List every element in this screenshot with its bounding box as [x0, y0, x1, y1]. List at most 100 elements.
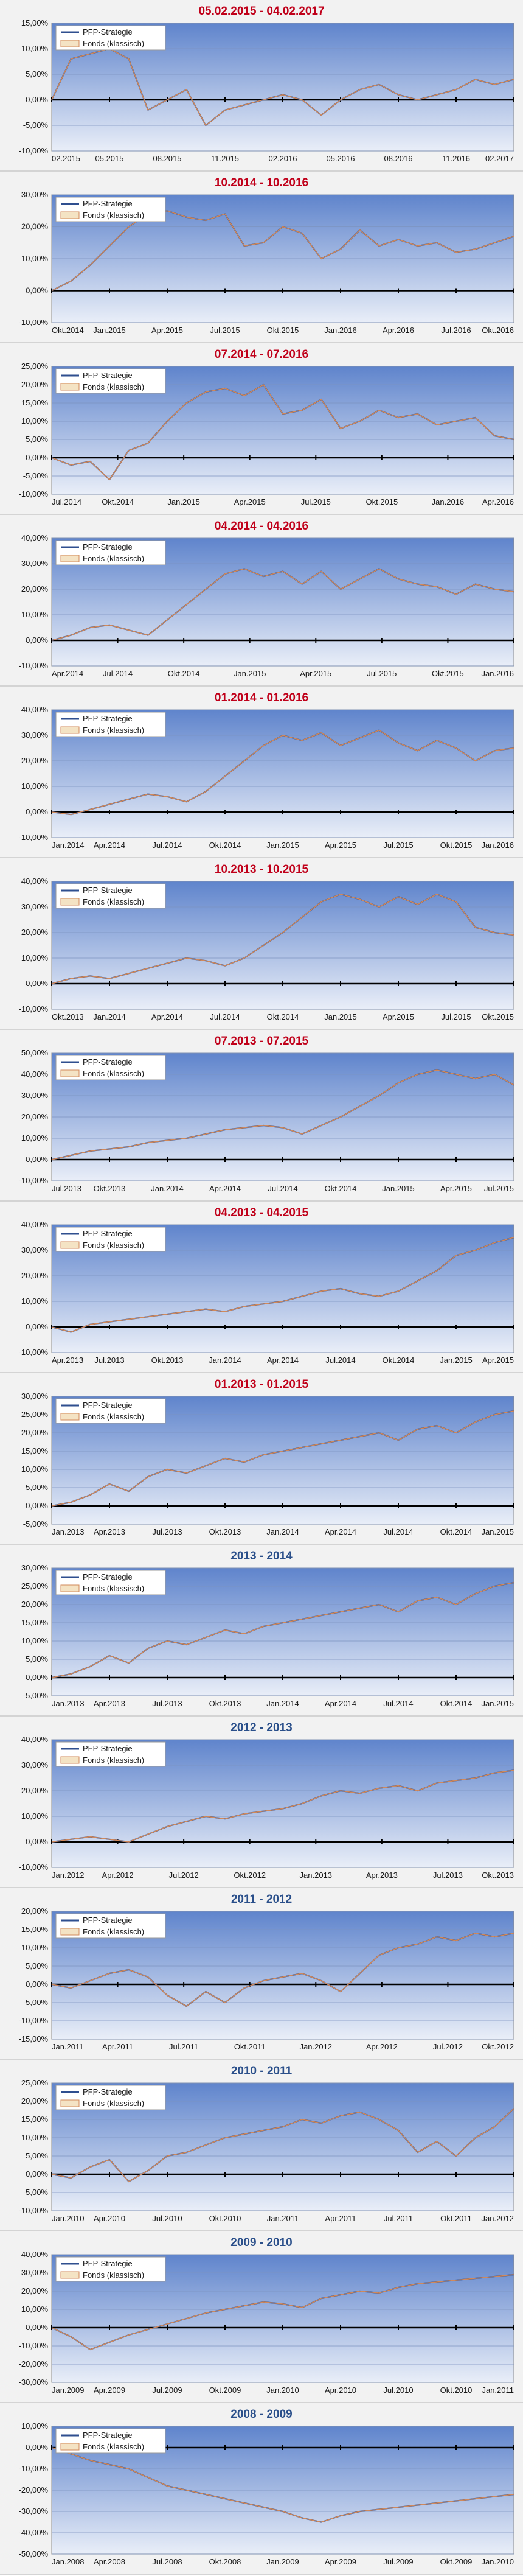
x-tick-label: Apr.2012 — [102, 1871, 134, 1880]
x-tick-label: Jul.2016 — [441, 326, 471, 335]
y-tick-label: -5,00% — [23, 1691, 49, 1700]
y-tick-label: 20,00% — [21, 1112, 49, 1121]
y-tick-label: 30,00% — [21, 730, 49, 740]
x-tick-label: Okt.2014 — [383, 1356, 415, 1365]
x-tick-label: Apr.2009 — [325, 2557, 356, 2566]
x-tick-label: Okt.2014 — [102, 497, 134, 506]
legend: PFP-Strategie Fonds (klassisch) — [55, 540, 166, 565]
line-chart: 2008 - 2009 10,00% 0,00% -10,00% -20,00% -30,… — [19, 2408, 514, 2566]
y-tick-label: -10,00% — [19, 1176, 49, 1185]
line-chart: 2009 - 2010 40,00% 30,00% 20,00% 10,00% 0,00%… — [19, 2236, 514, 2395]
x-tick-label: Jul.2015 — [383, 841, 413, 850]
y-tick-label: 0,00% — [26, 1837, 48, 1846]
x-tick-label: Okt.2014 — [52, 326, 84, 335]
legend-label-pfp-strategie: PFP-Strategie — [83, 199, 133, 208]
x-tick-label: Jan.2011 — [52, 2042, 84, 2051]
chart-panel: 10.2013 - 10.2015 40,00% 30,00% 20,00% 10,00… — [0, 858, 523, 1030]
legend-label-pfp-strategie: PFP-Strategie — [83, 2259, 133, 2268]
y-tick-label: -10,00% — [19, 2016, 49, 2025]
y-tick-label: 40,00% — [21, 1069, 49, 1079]
chart-title: 2011 - 2012 — [231, 1893, 292, 1906]
y-tick-label: 10,00% — [21, 1297, 49, 1306]
legend-label-pfp-strategie: PFP-Strategie — [83, 1057, 133, 1066]
x-tick-label: Jul.2014 — [103, 669, 133, 678]
y-tick-label: -30,00% — [19, 2378, 49, 2387]
x-tick-label: Jul.2010 — [152, 2214, 182, 2223]
series-line-fonds-klassisch — [51, 729, 514, 815]
y-tick-label: -20,00% — [19, 2485, 49, 2494]
x-tick-label: Jul.2012 — [169, 1871, 199, 1880]
y-tick-label: 10,00% — [21, 1811, 49, 1821]
legend-box — [55, 1741, 166, 1767]
x-tick-label: Okt.2015 — [482, 1012, 514, 1021]
y-tick-label: -10,00% — [19, 1863, 49, 1872]
x-tick-label: Okt.2013 — [52, 1012, 84, 1021]
legend-label-fonds-klassisch: Fonds (klassisch) — [83, 1584, 144, 1593]
y-tick-label: 0,00% — [26, 979, 48, 988]
y-tick-label: 30,00% — [21, 902, 49, 911]
legend-label-fonds-klassisch: Fonds (klassisch) — [83, 2099, 144, 2108]
line-chart: 10.2014 - 10.2016 30,00% 20,00% 10,00% 0,00%… — [19, 177, 514, 335]
x-tick-label: Jan.2015 — [382, 1184, 415, 1193]
chart-panel: 2011 - 2012 20,00% 15,00% 10,00% 5,00% 0,00% -… — [0, 1888, 523, 2060]
line-chart: 07.2014 - 07.2016 25,00% 20,00% 15,00% 10,00… — [19, 348, 514, 506]
y-tick-label: 0,00% — [26, 807, 48, 816]
legend-label-pfp-strategie: PFP-Strategie — [83, 371, 133, 380]
y-tick-label: 50,00% — [21, 1048, 49, 1057]
chart-title: 2013 - 2014 — [230, 1550, 293, 1563]
y-tick-label: -10,00% — [19, 1004, 49, 1013]
x-tick-label: Apr.2016 — [383, 326, 414, 335]
x-tick-label: Okt.2015 — [267, 326, 299, 335]
legend-label-fonds-klassisch: Fonds (klassisch) — [83, 2442, 144, 2451]
x-tick-label: Okt.2014 — [325, 1184, 357, 1193]
x-tick-label: Okt.2014 — [267, 1012, 299, 1021]
legend-label-pfp-strategie: PFP-Strategie — [83, 1916, 133, 1925]
legend: PFP-Strategie Fonds (klassisch) — [55, 1055, 166, 1080]
x-tick-label: Jan.2014 — [266, 1699, 299, 1708]
y-tick-label: -10,00% — [19, 661, 49, 670]
chart-panel: 10.2014 - 10.2016 30,00% 20,00% 10,00% 0,00%… — [0, 172, 523, 343]
x-tick-label: Jan.2013 — [52, 1699, 85, 1708]
series-line-fonds-klassisch — [51, 1069, 514, 1160]
x-tick-label: Apr.2014 — [52, 669, 83, 678]
legend-swatch-fonds-klassisch — [60, 1928, 80, 1936]
chart-panel: 01.2013 - 01.2015 30,00% 25,00% 20,00% 15,00… — [0, 1373, 523, 1545]
legend-label-pfp-strategie: PFP-Strategie — [83, 1229, 133, 1238]
x-tick-label: Okt.2014 — [440, 1527, 473, 1536]
legend-swatch-fonds-klassisch — [60, 1241, 80, 1249]
y-tick-label: 10,00% — [21, 2305, 49, 2314]
x-tick-label: Jan.2015 — [93, 326, 126, 335]
y-tick-label: -10,00% — [19, 2341, 49, 2350]
x-tick-label: Jul.2010 — [383, 2385, 413, 2395]
y-tick-label: 20,00% — [21, 928, 49, 937]
y-tick-label: 30,00% — [21, 1563, 49, 1572]
series-line-fonds-klassisch — [51, 210, 514, 292]
series-line-fonds-klassisch — [51, 2108, 514, 2182]
chart-panel: 2010 - 2011 25,00% 20,00% 15,00% 10,00% 5,00%… — [0, 2060, 523, 2231]
legend: PFP-Strategie Fonds (klassisch) — [55, 2085, 166, 2110]
x-tick-label: Jul.2015 — [441, 1012, 471, 1021]
y-tick-label: 0,00% — [26, 1673, 48, 1682]
x-tick-label: Apr.2013 — [52, 1356, 83, 1365]
chart-panel: 04.2013 - 04.2015 40,00% 30,00% 20,00% 10,00… — [0, 1202, 523, 1373]
x-tick-label: Okt.2009 — [440, 2557, 473, 2566]
x-tick-label: Okt.2010 — [440, 2385, 473, 2395]
chart-title: 04.2013 - 04.2015 — [215, 1206, 309, 1219]
y-tick-label: 10,00% — [21, 953, 49, 962]
legend-label-fonds-klassisch: Fonds (klassisch) — [83, 2270, 144, 2280]
x-tick-label: Jul.2013 — [152, 1699, 182, 1708]
y-tick-label: 10,00% — [21, 1465, 49, 1474]
chart-title: 04.2014 - 04.2016 — [215, 520, 308, 533]
x-tick-label: Jul.2011 — [169, 2042, 198, 2051]
y-tick-label: -5,00% — [23, 121, 49, 130]
x-tick-label: Jul.2015 — [484, 1184, 514, 1193]
y-tick-label: 25,00% — [21, 1410, 49, 1419]
x-tick-label: Jan.2016 — [482, 841, 514, 850]
x-tick-label: Okt.2011 — [440, 2214, 472, 2223]
x-tick-label: Okt.2013 — [209, 1527, 241, 1536]
y-tick-label: 5,00% — [26, 2151, 48, 2160]
chart-title: 07.2014 - 07.2016 — [215, 348, 308, 361]
x-tick-label: Okt.2015 — [432, 669, 464, 678]
x-tick-label: Jan.2014 — [93, 1012, 126, 1021]
